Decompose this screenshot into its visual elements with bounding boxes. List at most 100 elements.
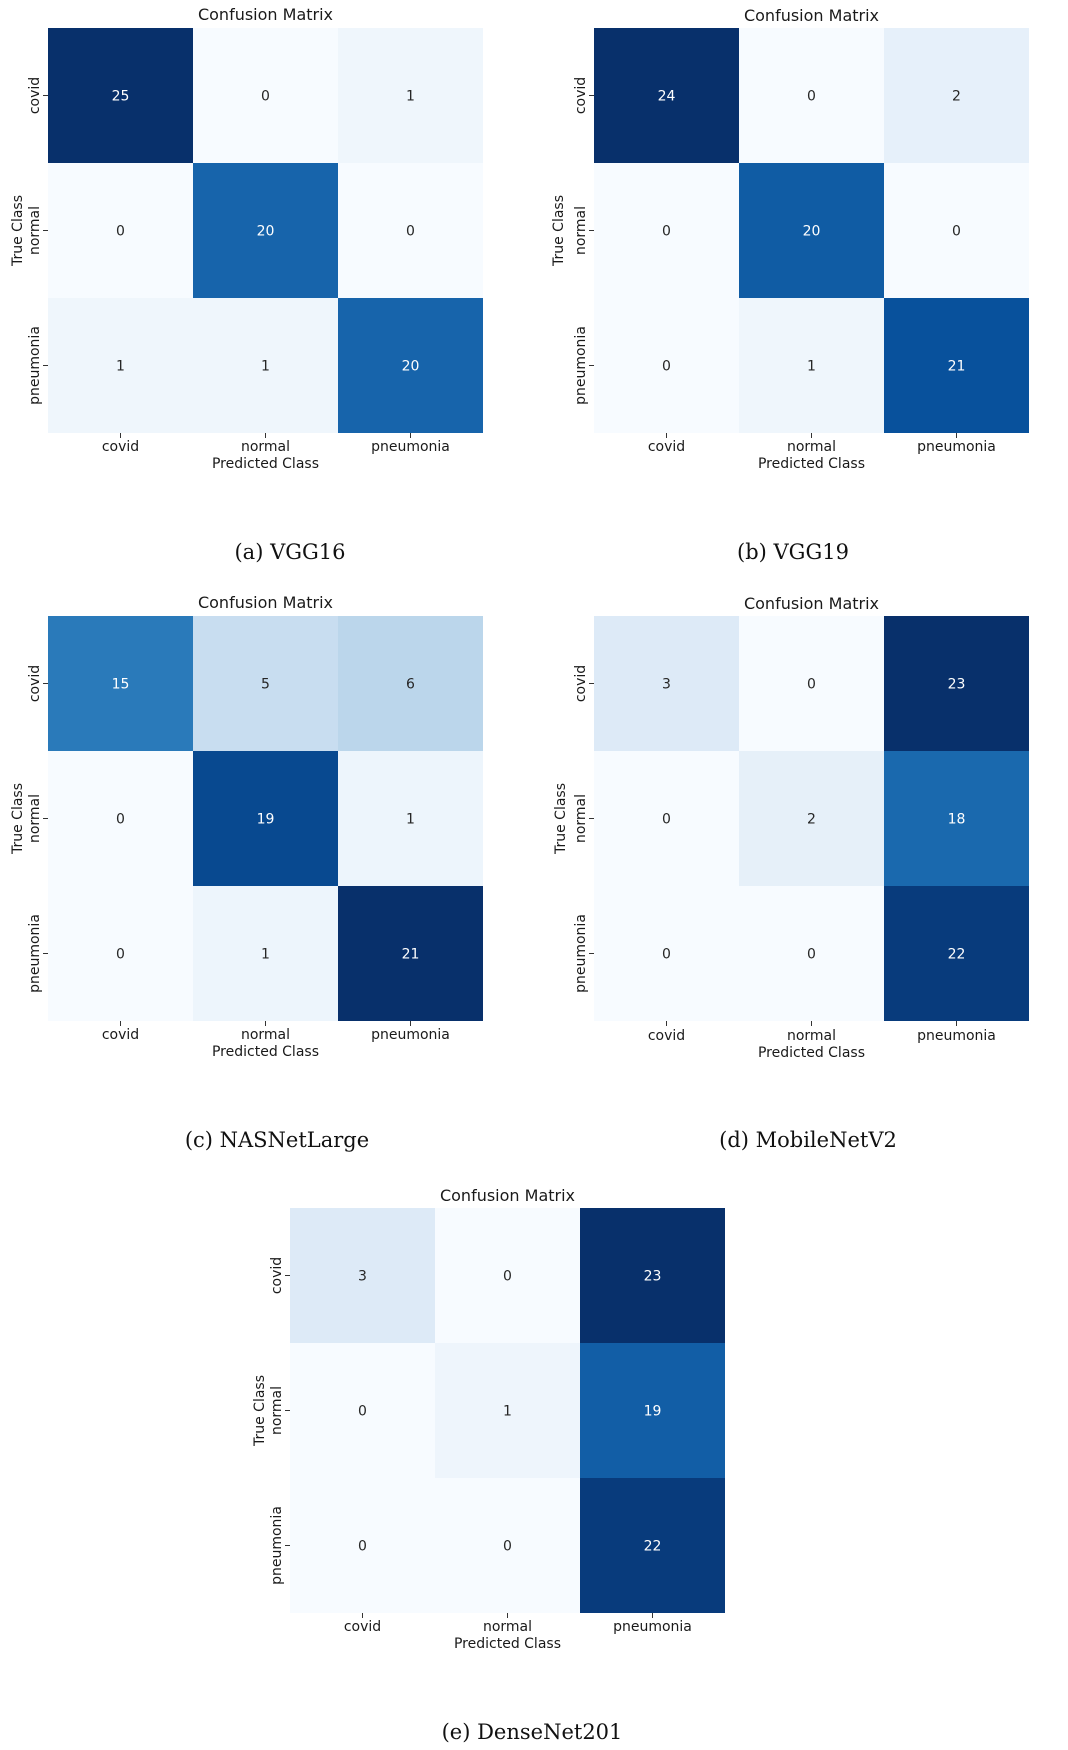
heatmap-cell (338, 751, 483, 886)
y-tick-label: normal (269, 1386, 285, 1435)
heatmap-cell (290, 1343, 435, 1478)
heatmap-cell (193, 28, 338, 163)
cell-value-label: 22 (948, 947, 966, 963)
y-tick-label: covid (573, 665, 589, 702)
chart-title: Confusion Matrix (440, 1186, 575, 1205)
x-axis-label: Predicted Class (758, 456, 865, 472)
heatmap-cell (594, 616, 739, 751)
x-tick-label: pneumonia (371, 1027, 450, 1043)
heatmap-cell (594, 298, 739, 433)
cell-value-label: 1 (116, 359, 125, 375)
heatmap-cell (739, 886, 884, 1021)
cell-value-label: 0 (116, 947, 125, 963)
heatmap-cell (193, 751, 338, 886)
heatmap-cell (594, 886, 739, 1021)
heatmap-cell (338, 163, 483, 298)
cell-value-label: 20 (257, 224, 275, 240)
x-tick-label: normal (241, 1027, 290, 1043)
x-tick-label: covid (102, 1027, 139, 1043)
cell-value-label: 0 (662, 224, 671, 240)
cell-value-label: 0 (807, 89, 816, 105)
heatmap-cell (48, 886, 193, 1021)
panel-caption: (e) DenseNet201 (441, 1720, 623, 1744)
cell-value-label: 15 (112, 677, 130, 693)
heatmap-group: 3 0 23 0 1 19 0 0 22 Confusion Matrix covid normal p… (252, 1186, 725, 1652)
heatmap-cell (193, 298, 338, 433)
chart-title: Confusion Matrix (744, 594, 879, 613)
x-tick-label: covid (344, 1619, 381, 1635)
x-axis-label: Predicted Class (758, 1045, 865, 1061)
y-tick-label: covid (573, 77, 589, 114)
cell-value-label: 0 (503, 1539, 512, 1555)
y-axis-label: True Class (553, 783, 569, 855)
heatmap-cell (884, 886, 1029, 1021)
y-tick-label: pneumonia (573, 326, 589, 405)
y-axis-label: True Class (10, 195, 26, 267)
heatmap-cell (290, 1478, 435, 1613)
x-tick-label: pneumonia (371, 439, 450, 455)
x-tick-label: covid (102, 439, 139, 455)
heatmap-cell (594, 163, 739, 298)
confusion-matrix-panel-c: 15 5 6 0 19 1 0 1 21 Confusion Matrix covid normal p… (0, 588, 540, 1168)
panel-caption: (c) NASNetLarge (184, 1128, 370, 1152)
y-tick-label: normal (27, 794, 43, 843)
heatmap-cell (193, 886, 338, 1021)
heatmap-cell (739, 163, 884, 298)
heatmap-cell (435, 1343, 580, 1478)
heatmap-cell (290, 1208, 435, 1343)
cell-value-label: 0 (358, 1404, 367, 1420)
cell-value-label: 0 (662, 812, 671, 828)
y-tick-label: pneumonia (27, 326, 43, 405)
cell-value-label: 23 (948, 677, 966, 693)
heatmap-cell (193, 163, 338, 298)
heatmap-svg: 3 0 23 0 1 19 0 0 22 Confusion Matrix covid normal p… (252, 1186, 725, 1652)
x-axis-label: Predicted Class (454, 1636, 561, 1652)
cell-value-label: 1 (406, 89, 415, 105)
confusion-matrix-panel-a: 25 0 1 0 20 0 1 1 20 Confusion Matrix covid normal p… (0, 0, 540, 570)
confusion-matrix-panel-d: 3 0 23 0 2 18 0 0 22 Confusion Matrix covid normal p… (540, 588, 1068, 1168)
heatmap-cell (884, 163, 1029, 298)
x-tick-label: normal (787, 439, 836, 455)
cell-value-label: 1 (807, 359, 816, 375)
cell-value-label: 20 (803, 224, 821, 240)
heatmap-cell (48, 163, 193, 298)
cell-value-label: 19 (257, 812, 275, 828)
cell-value-label: 2 (952, 89, 961, 105)
cell-value-label: 0 (662, 359, 671, 375)
heatmap-svg: 3 0 23 0 2 18 0 0 22 Confusion Matrix covid normal p… (553, 594, 1029, 1061)
cell-value-label: 0 (662, 947, 671, 963)
heatmap-cell (884, 28, 1029, 163)
y-tick-label: normal (573, 794, 589, 843)
x-tick-label: covid (648, 439, 685, 455)
cell-value-label: 3 (662, 677, 671, 693)
heatmap-cell (739, 28, 884, 163)
heatmap-cell (338, 616, 483, 751)
cell-value-label: 21 (402, 947, 420, 963)
cell-value-label: 0 (406, 224, 415, 240)
cell-value-label: 0 (503, 1269, 512, 1285)
cell-value-label: 0 (116, 224, 125, 240)
cell-value-label: 0 (116, 812, 125, 828)
chart-title: Confusion Matrix (198, 5, 333, 24)
cell-value-label: 5 (261, 677, 270, 693)
heatmap-cell (739, 751, 884, 886)
y-axis-label: True Class (252, 1375, 268, 1447)
cell-value-label: 2 (807, 812, 816, 828)
heatmap-cell (193, 616, 338, 751)
y-tick-label: covid (27, 665, 43, 702)
heatmap-cell (739, 616, 884, 751)
heatmap-cell (48, 751, 193, 886)
y-axis-label: True Class (10, 783, 26, 855)
x-tick-label: normal (241, 439, 290, 455)
x-tick-label: normal (787, 1028, 836, 1044)
x-tick-label: pneumonia (917, 439, 996, 455)
cell-value-label: 20 (402, 359, 420, 375)
y-tick-label: normal (27, 206, 43, 255)
heatmap-cell (594, 751, 739, 886)
cell-value-label: 0 (358, 1539, 367, 1555)
cell-value-label: 6 (406, 677, 415, 693)
x-axis-label: Predicted Class (212, 456, 319, 472)
cell-value-label: 22 (644, 1539, 662, 1555)
